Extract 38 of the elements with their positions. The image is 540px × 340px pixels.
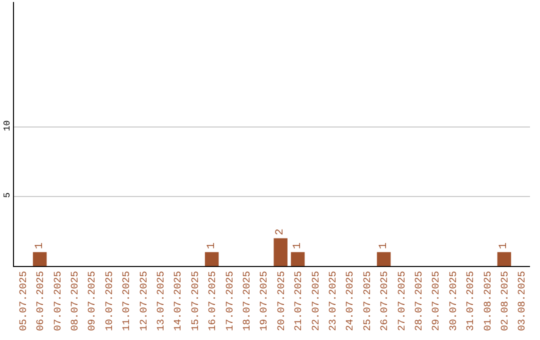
x-tick-label: 10.07.2025: [104, 271, 116, 332]
x-tick-label: 24.07.2025: [346, 271, 357, 332]
x-tick-label: 18.07.2025: [242, 271, 254, 332]
data-label: 1: [378, 242, 390, 250]
x-tick-label: 16.07.2025: [208, 271, 220, 332]
x-tick-label: 23.07.2025: [328, 271, 340, 332]
x-tick-label: 01.08.2025: [483, 271, 494, 332]
x-tick-label: 19.07.2025: [260, 271, 271, 332]
x-tick-label: 21.07.2025: [294, 271, 306, 332]
x-tick-label: 29.07.2025: [432, 271, 443, 332]
x-tick-label: 15.07.2025: [190, 271, 202, 332]
x-tick-label: 30.07.2025: [448, 271, 460, 332]
x-tick-label: 06.07.2025: [36, 271, 48, 332]
y-tick-label: 10: [2, 120, 12, 132]
x-tick-label: 27.07.2025: [397, 271, 408, 332]
data-label: 1: [206, 242, 218, 250]
x-tick-label: 09.07.2025: [88, 271, 99, 332]
x-tick-label: 14.07.2025: [174, 271, 185, 332]
y-tick-label: 5: [2, 192, 12, 198]
x-tick-label: 08.07.2025: [70, 271, 82, 332]
data-label: 1: [498, 242, 510, 250]
x-tick-label: 17.07.2025: [225, 271, 236, 332]
data-label: 2: [274, 228, 287, 236]
x-tick-label: 07.07.2025: [53, 271, 64, 332]
x-tick-label: 26.07.2025: [380, 271, 392, 332]
x-tick-label: 13.07.2025: [156, 271, 168, 332]
x-tick-label: 25.07.2025: [362, 271, 374, 332]
data-label: 1: [292, 242, 304, 250]
x-tick-label: 31.07.2025: [466, 271, 478, 332]
x-tick-label: 11.07.2025: [122, 271, 134, 332]
x-tick-label: 05.07.2025: [18, 271, 30, 332]
x-tick-label: 12.07.2025: [139, 271, 150, 332]
x-tick-label: 02.08.2025: [500, 271, 512, 332]
data-label: 1: [34, 242, 46, 250]
x-tick-label: 20.07.2025: [276, 271, 288, 332]
x-tick-label: 28.07.2025: [414, 271, 426, 332]
x-tick-label: 03.08.2025: [518, 271, 529, 332]
x-tick-label: 22.07.2025: [311, 271, 322, 332]
